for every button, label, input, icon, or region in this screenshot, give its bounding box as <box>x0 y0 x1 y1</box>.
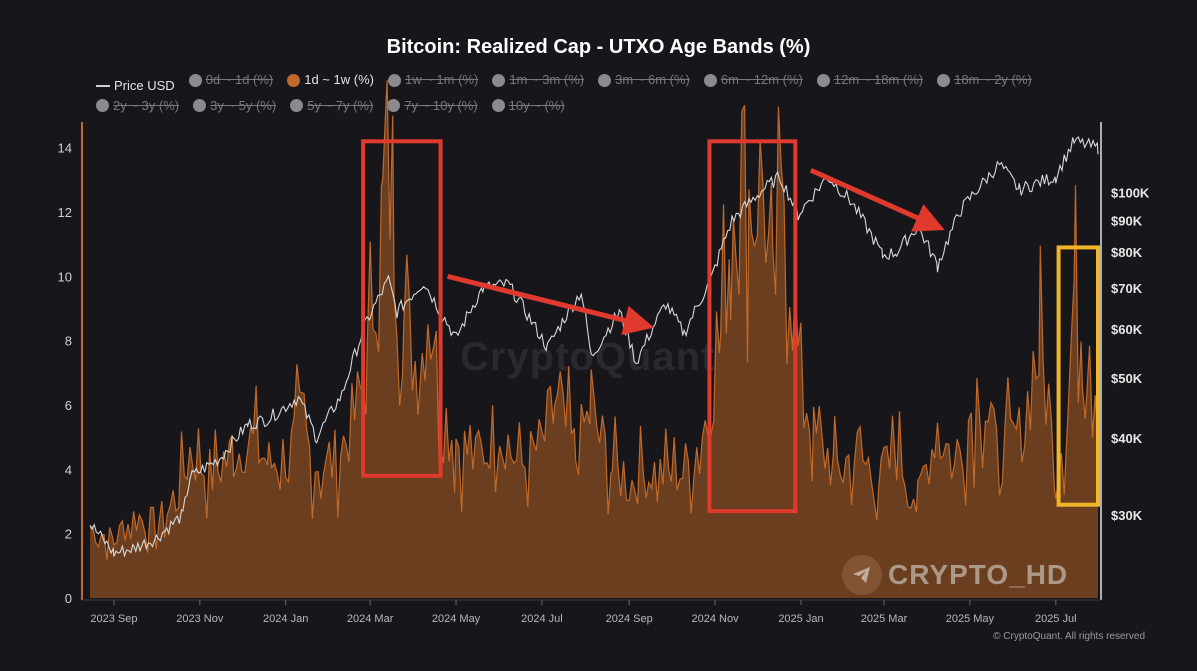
y-right-tick-label: $70K <box>1111 281 1143 296</box>
legend-label: 5y ~ 7y (%) <box>307 97 374 113</box>
legend-label: 3y ~ 5y (%) <box>210 97 277 113</box>
chart-legend: Price USD 0d ~ 1d (%) 1d ~ 1w (%) 1w ~ 1m (… <box>96 70 1136 118</box>
y-left-tick-label: 12 <box>58 205 72 220</box>
legend-label: 0d ~ 1d (%) <box>205 72 274 87</box>
y-left-tick-label: 14 <box>58 141 72 156</box>
area-series-fill <box>90 80 1098 599</box>
legend-label: 18m ~ 2y (%) <box>954 72 1032 87</box>
x-tick-label: 2024 May <box>432 613 481 625</box>
legend-item-8[interactable]: 18m ~ 2y (%) <box>937 70 1032 90</box>
price-line <box>89 136 1099 558</box>
y-right-tick-label: $80K <box>1111 245 1143 260</box>
circle-swatch-icon <box>287 73 301 87</box>
legend-item-12[interactable]: 7y ~ 10y (%) <box>387 96 478 116</box>
y-right-tick-label: $40K <box>1111 431 1143 446</box>
y-left-tick-label: 6 <box>65 398 72 413</box>
x-tick-label: 2025 Jan <box>778 613 823 625</box>
area-series-line <box>89 80 1099 560</box>
y-right-tick-label: $90K <box>1111 214 1143 229</box>
legend-item-3[interactable]: 1w ~ 1m (%) <box>388 70 478 90</box>
circle-swatch-icon <box>388 73 401 87</box>
legend-item-1[interactable]: 0d ~ 1d (%) <box>188 70 274 90</box>
circle-swatch-icon <box>290 99 304 112</box>
legend-label: 12m ~ 18m (%) <box>833 72 924 87</box>
y-right-tick-label: $60K <box>1111 322 1143 337</box>
circle-swatch-icon <box>598 73 612 87</box>
legend-item-2[interactable]: 1d ~ 1w (%) <box>287 70 374 90</box>
x-tick-label: 2025 Mar <box>861 613 908 625</box>
circle-swatch-icon <box>193 99 207 112</box>
telegram-icon <box>842 555 882 595</box>
legend-label: 1d ~ 1w (%) <box>304 72 374 87</box>
x-tick-label: 2025 Jul <box>1035 613 1077 625</box>
legend-item-4[interactable]: 1m ~ 3m (%) <box>492 70 584 90</box>
brand-text: CRYPTO_HD <box>888 559 1069 590</box>
legend-item-13[interactable]: 10y ~ (%) <box>491 96 565 116</box>
circle-swatch-icon <box>491 99 505 112</box>
circle-swatch-icon <box>703 73 717 87</box>
circle-swatch-icon <box>816 73 830 87</box>
legend-item-11[interactable]: 5y ~ 7y (%) <box>290 96 373 116</box>
highlight-box-0 <box>361 139 443 478</box>
legend-item-9[interactable]: 2y ~ 3y (%) <box>96 96 179 116</box>
trend-arrow-1 <box>809 167 945 232</box>
legend-label: Price USD <box>114 77 175 93</box>
legend-item-5[interactable]: 3m ~ 6m (%) <box>598 70 690 90</box>
y-left-tick-label: 10 <box>58 269 72 284</box>
legend-label: 7y ~ 10y (%) <box>404 97 478 113</box>
highlight-box-1 <box>707 139 798 514</box>
x-tick-label: 2024 Jan <box>263 613 308 625</box>
legend-label: 2y ~ 3y (%) <box>113 97 180 113</box>
legend-item-10[interactable]: 3y ~ 5y (%) <box>193 96 276 116</box>
x-tick-label: 2024 Jul <box>521 613 563 625</box>
y-left-tick-label: 4 <box>65 462 72 477</box>
x-tick-label: 2024 Mar <box>347 613 394 625</box>
chart-title: Bitcoin: Realized Cap - UTXO Age Bands (… <box>386 36 811 58</box>
circle-swatch-icon <box>937 73 951 87</box>
legend-label: 3m ~ 6m (%) <box>615 72 690 87</box>
x-tick-label: 2023 Nov <box>176 613 224 625</box>
highlight-box-2 <box>1056 245 1101 507</box>
y-left-tick-label: 2 <box>65 527 72 542</box>
circle-swatch-icon <box>188 73 202 87</box>
trend-arrow-0 <box>446 273 654 335</box>
legend-item-0[interactable]: Price USD <box>96 76 175 96</box>
y-right-tick-label: $30K <box>1111 508 1143 523</box>
circle-swatch-icon <box>387 99 401 112</box>
x-tick-label: 2023 Sep <box>90 613 137 625</box>
y-right-tick-label: $100K <box>1111 185 1150 200</box>
y-right-tick-label: $50K <box>1111 371 1143 386</box>
brand-badge: CRYPTO_HD <box>842 555 1068 595</box>
legend-item-6[interactable]: 6m ~ 12m (%) <box>703 70 803 90</box>
copyright-text: © CryptoQuant. All rights reserved <box>993 631 1145 642</box>
legend-label: 1w ~ 1m (%) <box>405 72 479 87</box>
y-left-tick-label: 0 <box>65 591 72 606</box>
legend-item-7[interactable]: 12m ~ 18m (%) <box>816 70 924 90</box>
x-tick-label: 2024 Nov <box>692 613 740 625</box>
circle-swatch-icon <box>492 73 506 87</box>
legend-label: 10y ~ (%) <box>508 97 565 113</box>
x-tick-label: 2024 Sep <box>606 613 653 625</box>
legend-label: 6m ~ 12m (%) <box>720 72 803 87</box>
legend-label: 1m ~ 3m (%) <box>509 72 585 87</box>
line-swatch-icon <box>96 84 110 87</box>
watermark-logo: CryptoQuant <box>460 335 716 379</box>
circle-swatch-icon <box>96 99 109 112</box>
x-tick-label: 2025 May <box>946 613 995 625</box>
y-left-tick-label: 8 <box>65 334 72 349</box>
